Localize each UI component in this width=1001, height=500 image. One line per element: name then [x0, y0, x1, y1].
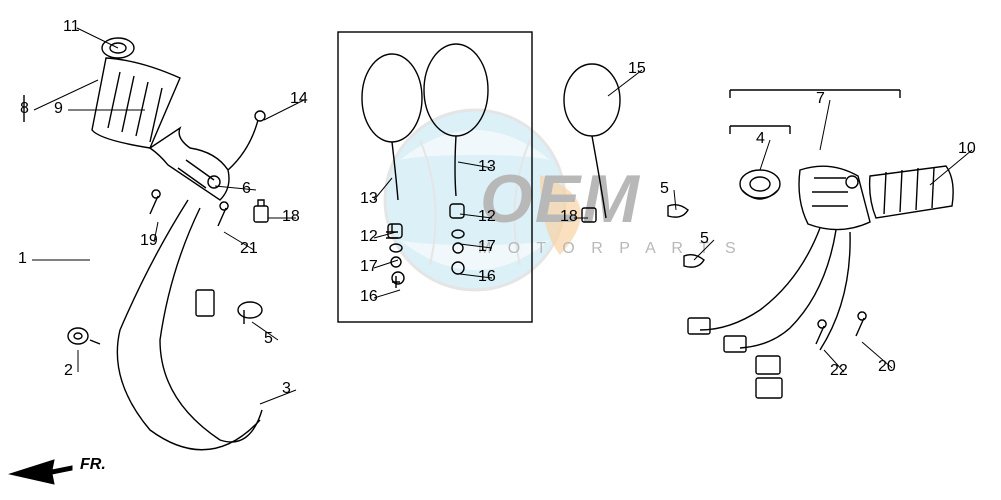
callout-number: 5 — [700, 230, 709, 248]
callout-number: 17 — [360, 258, 378, 276]
callout-number: 21 — [240, 240, 258, 258]
callout-number: 12 — [478, 208, 496, 226]
callout-number: 7 — [816, 90, 825, 108]
callout-number: 5 — [660, 180, 669, 198]
callout-number: 5 — [264, 330, 273, 348]
callout-number: 17 — [478, 238, 496, 256]
callout-number: 13 — [478, 158, 496, 176]
callout-number: 10 — [958, 140, 976, 158]
watermark-brand: OEM — [480, 160, 641, 238]
callout-number: 18 — [282, 208, 300, 226]
callout-number: 14 — [290, 90, 308, 108]
callout-number: 3 — [282, 380, 291, 398]
callout-number: 1 — [18, 250, 27, 268]
callout-number: 2 — [64, 362, 73, 380]
callout-number: 16 — [360, 288, 378, 306]
callout-number: 22 — [830, 362, 848, 380]
front-indicator-label: FR. — [80, 456, 106, 474]
callout-number: 6 — [242, 180, 251, 198]
callout-number: 19 — [140, 232, 158, 250]
callout-number: 4 — [756, 130, 765, 148]
callout-number: 18 — [560, 208, 578, 226]
callout-number: 9 — [54, 100, 63, 118]
callout-number: 13 — [360, 190, 378, 208]
callout-number: 16 — [478, 268, 496, 286]
callout-number: 15 — [628, 60, 646, 78]
callout-number: 11 — [63, 18, 80, 36]
callout-number: 8 — [20, 100, 29, 118]
callout-number: 12 — [360, 228, 378, 246]
callout-number: 20 — [878, 358, 896, 376]
